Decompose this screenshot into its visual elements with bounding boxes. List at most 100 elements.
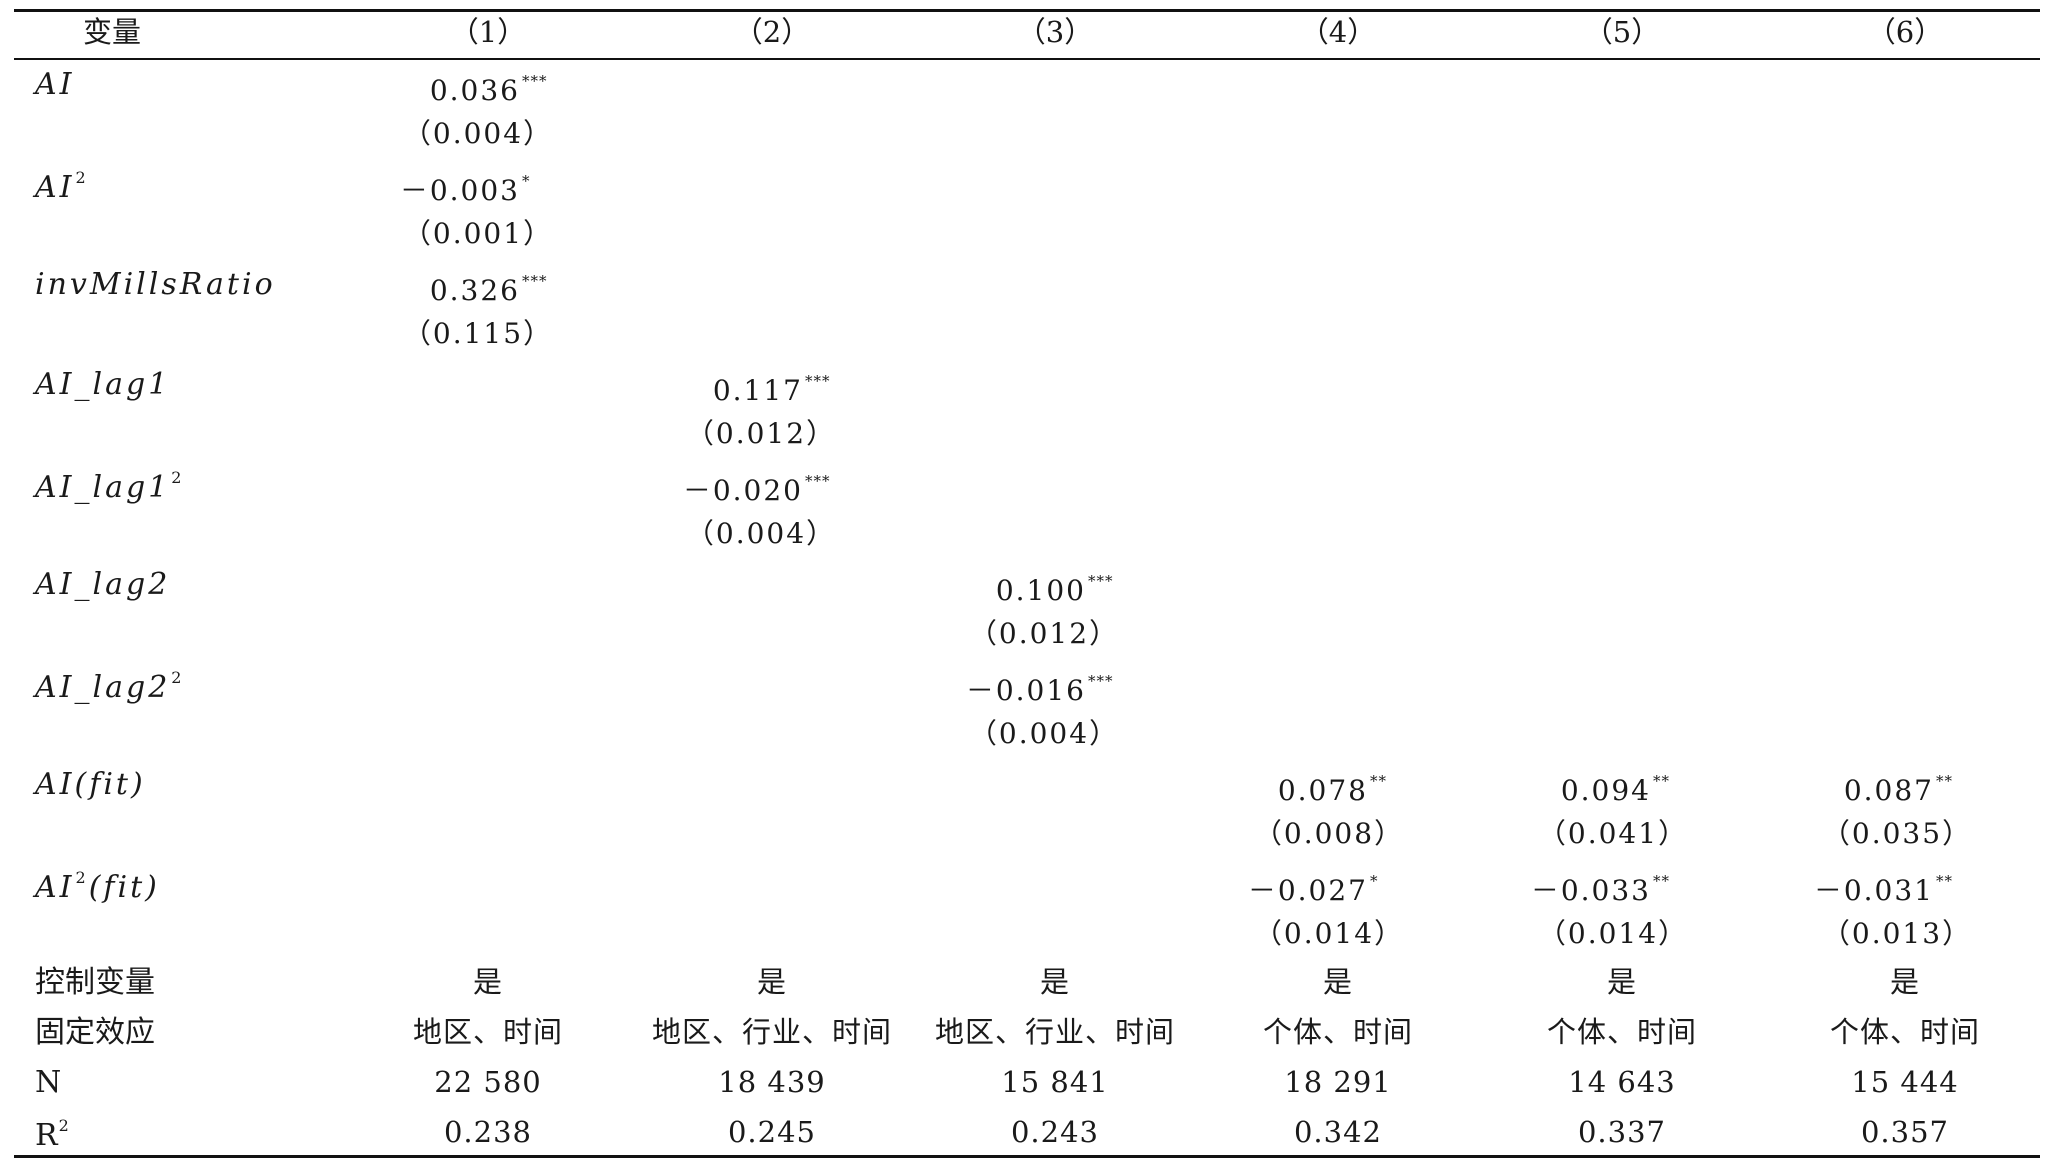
coefficient-value: 0.087	[1843, 774, 1934, 807]
significance-stars: ***	[805, 472, 831, 490]
standard-error-cell: （0.115）	[402, 317, 554, 350]
stat-label: 固定效应	[35, 1018, 155, 1048]
variable-label: AI_lag22	[35, 670, 184, 703]
coefficient-cell: 0.326 ***	[430, 274, 548, 305]
stat-label-superscript: 2	[58, 1116, 69, 1135]
stat-value: 18 291	[1284, 1065, 1392, 1099]
coefficient-cell: －0.027 *	[1248, 874, 1379, 905]
standard-error-cell: （0.035）	[1821, 817, 1973, 850]
significance-stars: ***	[805, 372, 831, 390]
significance-stars: **	[1936, 772, 1953, 790]
stat-label-text: N	[35, 1065, 62, 1100]
variable-label: invMillsRatio	[35, 270, 276, 300]
coefficient-value: －0.027	[1247, 874, 1368, 907]
coefficient-value: －0.020	[682, 474, 803, 507]
coefficient-value: －0.016	[965, 674, 1086, 707]
stat-value: 个体、时间	[1262, 1015, 1414, 1049]
variable-label: AI2(fit)	[35, 870, 160, 903]
stat-value: 是	[756, 965, 788, 999]
coefficient-cell: －0.020 ***	[683, 474, 831, 505]
variable-label: AI(fit)	[35, 770, 146, 800]
coefficient-cell: 0.094 **	[1561, 774, 1670, 805]
stat-value: 个体、时间	[1546, 1015, 1698, 1049]
standard-error-cell: （0.004）	[402, 117, 554, 150]
stat-value: 地区、行业、时间	[651, 1015, 893, 1049]
column-header-2: （2）	[733, 15, 811, 49]
standard-error-cell: （0.012）	[685, 417, 837, 450]
significance-stars: **	[1370, 772, 1387, 790]
stat-label: R2	[35, 1118, 69, 1151]
coefficient-cell: －0.003 *	[400, 174, 531, 205]
standard-error-cell: （0.001）	[402, 217, 554, 250]
significance-stars: *	[522, 172, 531, 190]
coefficient-value: 0.094	[1560, 774, 1651, 807]
significance-stars: ***	[522, 72, 548, 90]
stat-value: 是	[472, 965, 504, 999]
significance-stars: **	[1653, 772, 1670, 790]
variable-name: invMillsRatio	[35, 267, 276, 302]
stat-label: 控制变量	[35, 968, 155, 998]
variable-name: AI_lag1	[35, 470, 171, 505]
coefficient-value: 0.100	[995, 574, 1086, 607]
variable-label: AI_lag1	[35, 370, 170, 400]
coefficient-value: －0.031	[1813, 874, 1934, 907]
stat-value: 地区、时间	[412, 1015, 564, 1049]
standard-error-cell: （0.004）	[968, 717, 1120, 750]
variable-superscript: 2	[75, 168, 89, 187]
variable-name: AI	[35, 67, 75, 102]
coefficient-cell: －0.031 **	[1814, 874, 1953, 905]
coefficient-cell: 0.036 ***	[430, 74, 548, 105]
stat-value: 0.337	[1577, 1115, 1667, 1149]
variable-superscript: 2	[171, 668, 185, 687]
variable-name: AI(fit)	[35, 767, 146, 802]
standard-error-cell: （0.004）	[685, 517, 837, 550]
variable-label: AI_lag2	[35, 570, 170, 600]
variable-label: AI2	[35, 170, 89, 203]
variable-superscript: 2	[75, 868, 89, 887]
standard-error-cell: （0.014）	[1537, 917, 1689, 950]
variable-superscript: 2	[171, 468, 185, 487]
stat-value: 0.245	[727, 1115, 817, 1149]
standard-error-cell: （0.041）	[1537, 817, 1689, 850]
coefficient-cell: －0.033 **	[1531, 874, 1670, 905]
standard-error-cell: （0.008）	[1253, 817, 1405, 850]
stat-value: 0.342	[1293, 1115, 1383, 1149]
stat-value: 0.243	[1010, 1115, 1100, 1149]
standard-error-cell: （0.013）	[1821, 917, 1973, 950]
column-header-5: （5）	[1583, 15, 1661, 49]
stat-value: 15 841	[1001, 1065, 1109, 1099]
stat-value: 22 580	[434, 1065, 542, 1099]
significance-stars: *	[1370, 872, 1379, 890]
significance-stars: **	[1936, 872, 1953, 890]
stat-label-text: 固定效应	[35, 1015, 155, 1050]
column-header-6: （6）	[1866, 15, 1944, 49]
column-header-3: （3）	[1016, 15, 1094, 49]
coefficient-value: 0.036	[429, 74, 520, 107]
stat-label-text: 控制变量	[35, 965, 155, 1000]
variable-label: AI_lag12	[35, 470, 184, 503]
table-top-rule	[14, 9, 2040, 12]
significance-stars: ***	[1088, 672, 1114, 690]
coefficient-value: －0.033	[1530, 874, 1651, 907]
coefficient-cell: 0.100 ***	[996, 574, 1114, 605]
table-bottom-rule	[14, 1155, 2040, 1158]
stat-value: 0.238	[443, 1115, 533, 1149]
variable-name: AI	[35, 170, 75, 205]
stat-value: 是	[1039, 965, 1071, 999]
coefficient-cell: －0.016 ***	[966, 674, 1114, 705]
stat-label-text: R	[35, 1118, 58, 1153]
stat-label: N	[35, 1068, 61, 1098]
column-header-4: （4）	[1299, 15, 1377, 49]
variable-label: AI	[35, 70, 75, 100]
coefficient-cell: 0.117 ***	[713, 374, 831, 405]
stat-value: 15 444	[1851, 1065, 1959, 1099]
stat-value: 地区、行业、时间	[934, 1015, 1176, 1049]
standard-error-cell: （0.014）	[1253, 917, 1405, 950]
stat-value: 14 643	[1568, 1065, 1676, 1099]
table-header-rule	[14, 58, 2040, 60]
stat-value: 是	[1322, 965, 1354, 999]
stat-value: 是	[1889, 965, 1921, 999]
coefficient-value: 0.078	[1277, 774, 1368, 807]
coefficient-cell: 0.087 **	[1844, 774, 1953, 805]
variable-suffix: (fit)	[88, 870, 160, 905]
